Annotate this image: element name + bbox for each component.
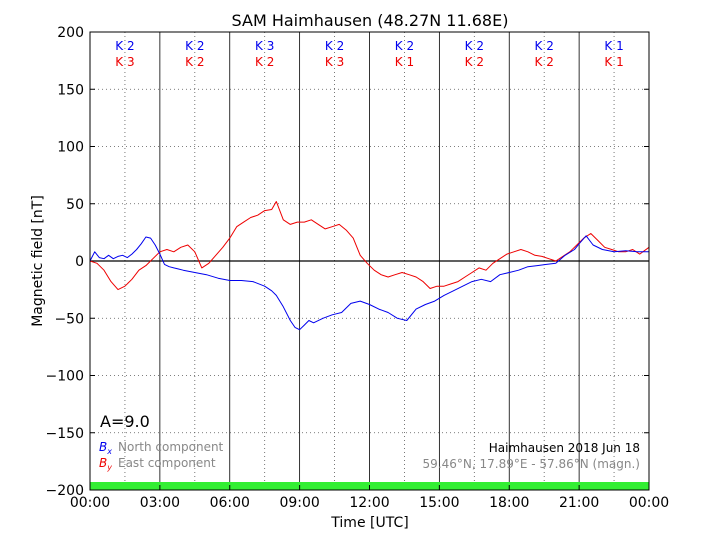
- station-info-line2: 59.46°N, 17.89°E - 57.86°N (magn.): [423, 457, 640, 471]
- legend-bx-symbol: Bx: [99, 440, 112, 456]
- k-index-bx: K 2: [115, 39, 134, 53]
- legend-bx-sub: x: [106, 447, 112, 456]
- legend-entry-by: By East component: [99, 456, 216, 472]
- y-tick-label: 150: [57, 82, 84, 98]
- k-index-by: K 3: [115, 55, 134, 69]
- k-index-bx: K 2: [395, 39, 414, 53]
- legend: Bx North component By East component: [99, 440, 224, 472]
- grid: [90, 31, 649, 491]
- y-tick-label: −100: [46, 369, 84, 385]
- k-index-labels: K 2 K 2 K 3 K 2 K 2 K 2 K 2 K 1 K 3 K 2 K 2 K 3 K 1 K…: [115, 39, 623, 69]
- x-tick-label: 15:00: [419, 495, 459, 511]
- legend-by-letter: B: [99, 456, 107, 470]
- y-tick-labels: 200 150 100 50 0 −50 −100 −150 −200: [46, 25, 84, 499]
- y-tick-label: −200: [46, 483, 84, 499]
- y-tick-label: 0: [75, 254, 84, 270]
- series-layer: [89, 201, 650, 331]
- x-tick-label: 03:00: [140, 495, 180, 511]
- x-tick-label: 00:00: [629, 495, 669, 511]
- k-index-bx: K 2: [185, 39, 204, 53]
- series-line-by: [89, 201, 650, 291]
- k-index-by: K 1: [604, 55, 623, 69]
- k-index-bx: K 2: [325, 39, 344, 53]
- legend-bx-label: North component: [118, 440, 224, 454]
- plot-frame: [89, 31, 650, 491]
- y-tick-label: 50: [66, 197, 84, 213]
- k-index-bx: K 2: [465, 39, 484, 53]
- a-index-label: A=9.0: [100, 412, 150, 431]
- k-index-by: K 2: [535, 55, 554, 69]
- y-tick-label: 200: [57, 25, 84, 41]
- legend-bx-letter: B: [99, 440, 107, 454]
- k-index-by: K 2: [465, 55, 484, 69]
- y-tick-label: −150: [46, 426, 84, 442]
- x-tick-label: 00:00: [70, 495, 110, 511]
- x-tick-label: 09:00: [279, 495, 319, 511]
- x-tick-labels: 00:00 03:00 06:00 09:00 12:00 15:00 18:00 21:00…: [70, 485, 669, 511]
- k-index-by: K 1: [395, 55, 414, 69]
- x-axis-label: Time [UTC]: [330, 515, 408, 531]
- station-info-line1: Haimhausen 2018 Jun 18: [489, 441, 640, 455]
- k-index-by: K 2: [185, 55, 204, 69]
- y-tick-label: 100: [57, 140, 84, 156]
- y-axis-label: Magnetic field [nT]: [30, 195, 46, 327]
- k-index-bx: K 2: [535, 39, 554, 53]
- k-index-by: K 3: [325, 55, 344, 69]
- x-tick-label: 18:00: [489, 495, 529, 511]
- x-tick-label: 21:00: [559, 495, 599, 511]
- x-tick-label: 12:00: [349, 495, 389, 511]
- legend-entry-bx: Bx North component: [99, 440, 224, 456]
- series-line-bx: [89, 235, 649, 331]
- k-index-by: K 2: [255, 55, 274, 69]
- legend-by-symbol: By: [99, 456, 112, 472]
- legend-by-sub: y: [106, 463, 112, 472]
- y-tick-label: −50: [54, 311, 84, 327]
- legend-by-label: East component: [118, 456, 216, 470]
- k-index-bx: K 1: [604, 39, 623, 53]
- chart-title: SAM Haimhausen (48.27N 11.68E): [232, 11, 509, 30]
- x-tick-label: 06:00: [210, 495, 250, 511]
- k-index-bx: K 3: [255, 39, 274, 53]
